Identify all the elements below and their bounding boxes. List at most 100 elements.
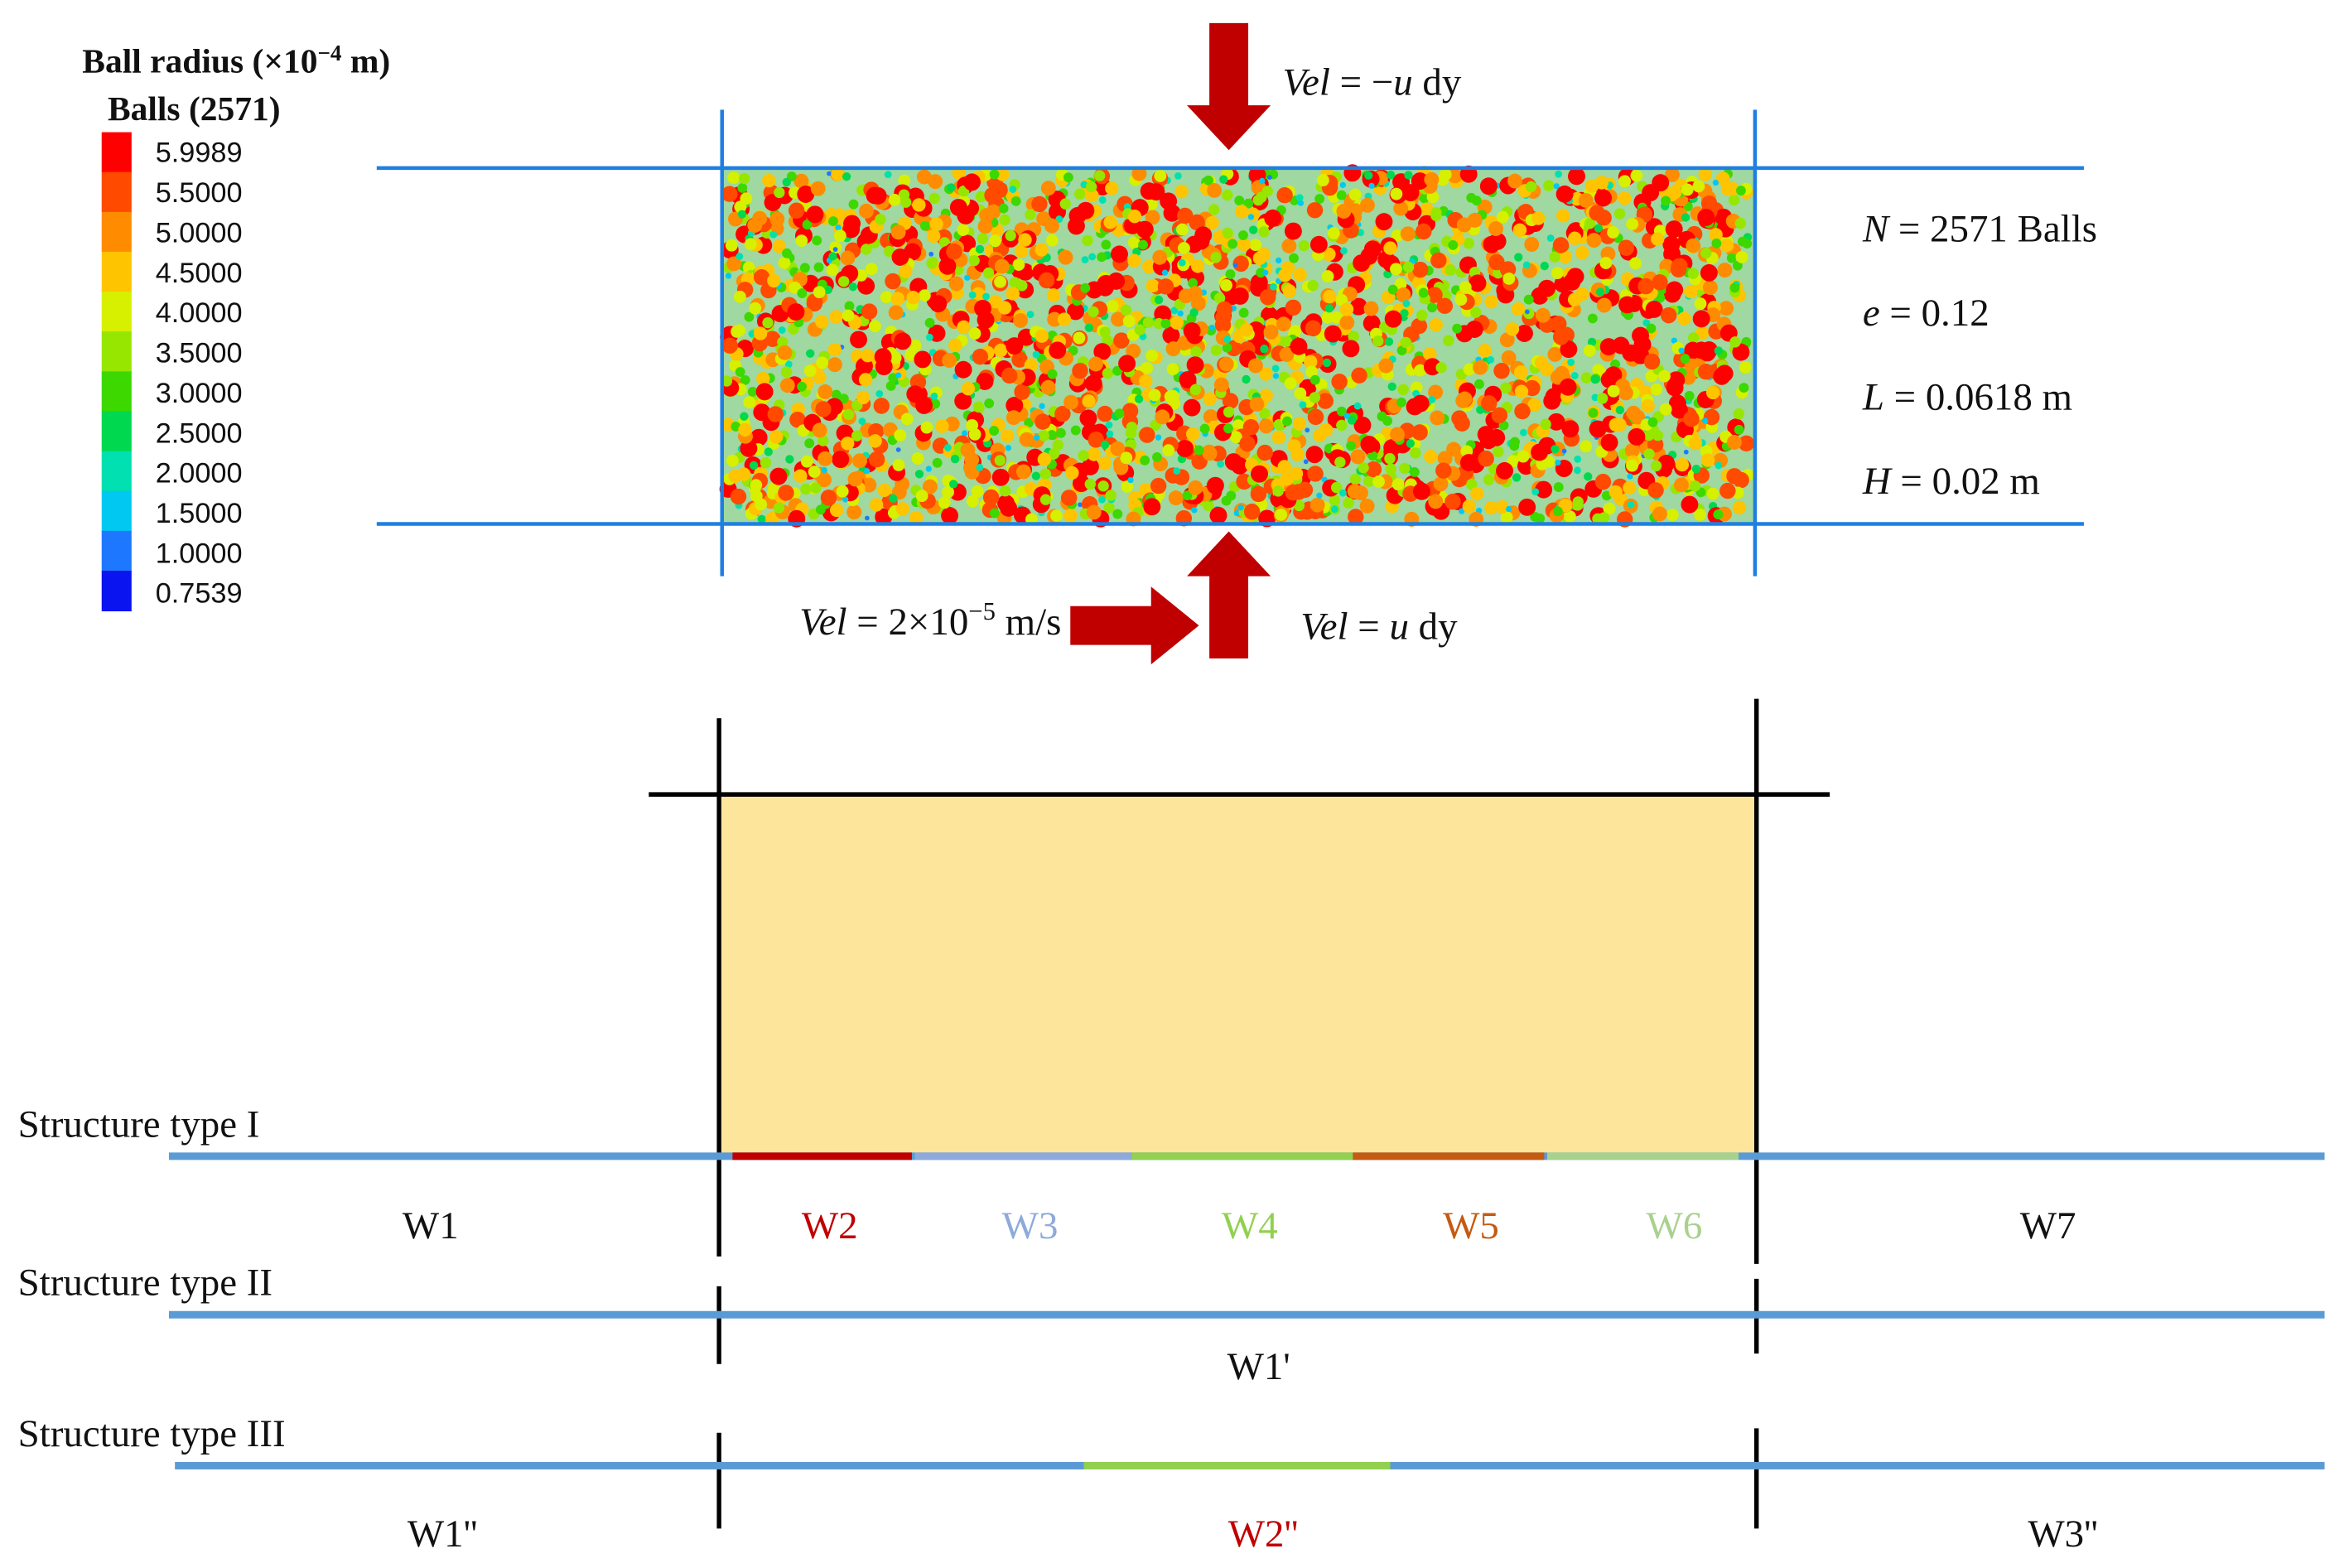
ball [1459, 281, 1472, 294]
ball [966, 419, 979, 432]
ball [744, 238, 757, 251]
ball [1493, 446, 1504, 458]
ball [1258, 226, 1270, 238]
ball [928, 251, 934, 257]
ball [1216, 301, 1233, 318]
ball [895, 372, 902, 379]
ball [769, 467, 788, 485]
ball [1148, 388, 1161, 402]
ball [1463, 363, 1476, 376]
ball [808, 466, 821, 478]
ball [1259, 367, 1273, 381]
ball [1414, 364, 1426, 377]
ball [1428, 384, 1444, 400]
ball [948, 338, 962, 353]
ball [1173, 467, 1181, 475]
ball [1540, 261, 1549, 271]
ball [1399, 462, 1411, 475]
ball [827, 357, 842, 373]
ball [1353, 416, 1372, 434]
ball [1284, 377, 1297, 390]
ball [1700, 195, 1718, 212]
ball [1222, 393, 1239, 409]
ball [1359, 498, 1375, 514]
ball [1015, 464, 1031, 480]
ball [753, 403, 771, 422]
ball [1402, 261, 1415, 273]
ball [1203, 175, 1213, 186]
ball [1039, 403, 1045, 409]
ball [1387, 382, 1396, 391]
ball [1670, 261, 1687, 278]
ball [750, 479, 763, 492]
ball [1367, 451, 1378, 461]
text-part: Vel [799, 601, 846, 644]
ball [1501, 350, 1517, 365]
text-part: dy [1413, 60, 1462, 104]
ball [1243, 198, 1254, 209]
ball [738, 422, 752, 437]
ball [1726, 435, 1742, 450]
ball [1014, 244, 1029, 258]
ball [1305, 446, 1324, 464]
ball [1145, 210, 1160, 225]
ball [1592, 513, 1604, 525]
ball [977, 233, 989, 244]
ball [943, 444, 952, 451]
ball [1106, 430, 1114, 438]
ball [1068, 206, 1087, 224]
ball [1527, 398, 1541, 413]
ball [1719, 482, 1736, 499]
ball [1390, 263, 1402, 276]
ball [1049, 341, 1067, 359]
ball [1555, 170, 1563, 178]
ball [1509, 441, 1520, 451]
ball [882, 422, 898, 437]
ball [935, 419, 949, 433]
ball [1739, 361, 1752, 374]
ball [1093, 343, 1112, 361]
ball [1478, 343, 1492, 358]
ball [984, 398, 995, 408]
ball [1040, 379, 1056, 395]
ball [1386, 170, 1396, 180]
ball [1595, 287, 1605, 297]
ball [1514, 403, 1531, 420]
ball [810, 181, 826, 196]
ball [730, 488, 747, 505]
ball [942, 353, 957, 369]
ball [962, 460, 978, 475]
ball [1594, 189, 1613, 207]
ball [1305, 427, 1310, 433]
ball [1040, 181, 1056, 196]
ball [782, 248, 792, 258]
ball [1006, 287, 1020, 301]
legend-subtitle: Balls (2571) [108, 89, 281, 128]
ball [1006, 410, 1021, 426]
structure-title: Structure type I [18, 1102, 260, 1146]
ball [1187, 286, 1203, 302]
ball [1655, 292, 1666, 303]
ball [1420, 202, 1434, 216]
ball [1400, 309, 1409, 318]
ball [1411, 394, 1430, 413]
ball [1553, 482, 1564, 492]
ball [957, 224, 970, 236]
ball [1278, 268, 1292, 282]
ball [1044, 218, 1059, 234]
ball [1190, 346, 1202, 358]
ball [1324, 304, 1334, 313]
ball [815, 315, 829, 329]
ball [1652, 274, 1668, 291]
ball [891, 248, 909, 266]
ball [1428, 395, 1436, 403]
ball [1276, 257, 1282, 264]
ball [1186, 356, 1204, 374]
ball [1607, 384, 1620, 398]
ball [1596, 393, 1608, 404]
ball [1232, 255, 1249, 273]
ball [826, 263, 839, 277]
ball [1289, 253, 1299, 263]
ball [1416, 223, 1432, 240]
legend-swatch [101, 571, 132, 612]
